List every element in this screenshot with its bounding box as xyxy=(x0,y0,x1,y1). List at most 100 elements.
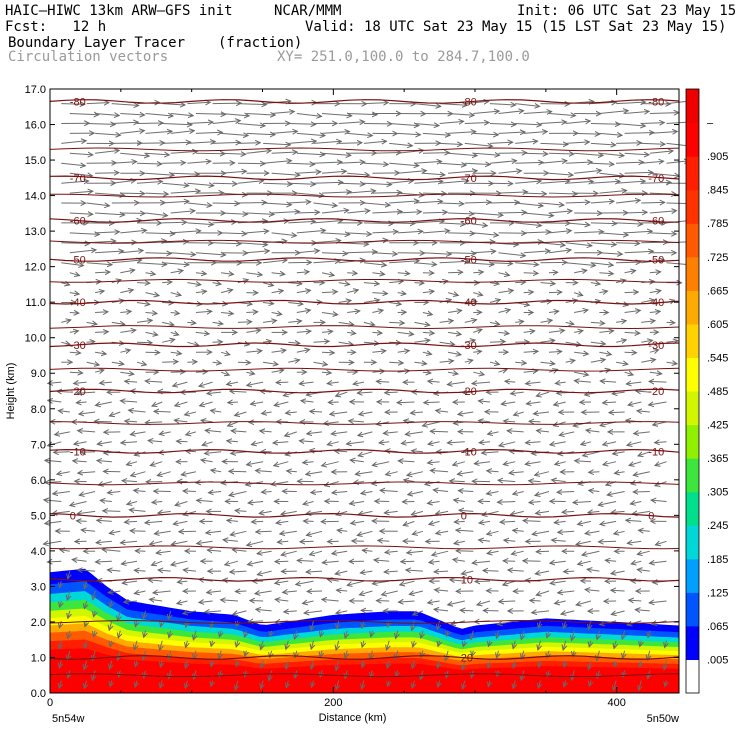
wind-vector xyxy=(321,233,350,235)
wind-vector xyxy=(370,650,372,660)
wind-vector xyxy=(170,231,201,233)
wind-vector xyxy=(96,541,112,543)
wind-vector xyxy=(296,230,326,233)
wind-vector xyxy=(257,570,272,575)
wind-vector xyxy=(407,471,424,476)
wind-vector xyxy=(379,442,390,443)
wind-vector xyxy=(561,611,575,614)
wind-vector xyxy=(94,630,96,637)
colorbar-label: .365 xyxy=(707,453,728,465)
wind-vector xyxy=(77,511,96,513)
wind-vector xyxy=(57,472,70,475)
wind-vector xyxy=(489,640,491,647)
wind-vector xyxy=(263,303,274,304)
wind-vector xyxy=(231,431,247,432)
wind-vector xyxy=(599,233,628,235)
wind-vector xyxy=(587,569,600,571)
wind-vector xyxy=(574,232,603,233)
wind-vector xyxy=(255,591,272,594)
wind-vector xyxy=(498,290,514,292)
wind-vector xyxy=(649,350,659,353)
wind-vector xyxy=(454,500,465,502)
wind-vector xyxy=(641,340,652,342)
wind-vector xyxy=(600,381,617,382)
wind-vector xyxy=(581,442,592,445)
wind-vector xyxy=(156,551,171,553)
wind-vector xyxy=(248,561,264,564)
wind-vector xyxy=(564,620,566,629)
wind-vector xyxy=(235,412,247,416)
wind-vector xyxy=(197,541,213,543)
wind-vector xyxy=(350,460,364,462)
wind-vector xyxy=(246,273,262,275)
wind-vector xyxy=(79,491,96,496)
wind-vector xyxy=(513,492,524,495)
wind-vector xyxy=(447,442,465,443)
colorbar-swatch xyxy=(686,491,699,526)
wind-vector xyxy=(125,421,138,422)
wind-vector xyxy=(489,300,500,303)
wind-vector xyxy=(95,232,119,233)
wind-vector xyxy=(135,620,137,627)
wind-vector xyxy=(256,471,272,472)
wind-vector xyxy=(439,361,454,362)
wind-vector xyxy=(119,670,121,677)
y-tick-label: 17.0 xyxy=(25,84,46,96)
wind-vector xyxy=(134,591,146,594)
wind-vector xyxy=(311,660,313,669)
wind-vector xyxy=(458,412,474,414)
wind-vector xyxy=(209,492,222,493)
wind-vector xyxy=(641,321,655,323)
wind-vector xyxy=(72,560,87,562)
wind-vector xyxy=(535,491,550,496)
wind-vector xyxy=(489,183,513,184)
wind-vector xyxy=(503,462,516,465)
wind-vector xyxy=(145,233,175,234)
wind-vector xyxy=(275,561,289,562)
wind-vector xyxy=(161,620,163,627)
wind-vector xyxy=(655,462,667,466)
wind-vector xyxy=(325,481,339,486)
wind-vector xyxy=(430,470,449,471)
wind-vector xyxy=(389,362,403,363)
wind-vector xyxy=(641,300,654,303)
wind-vector xyxy=(483,571,499,572)
wind-vector xyxy=(649,372,662,374)
wind-vector xyxy=(590,283,600,285)
wind-vector xyxy=(322,461,339,466)
wind-vector xyxy=(448,233,475,234)
wind-vector xyxy=(572,630,575,641)
colorbar-label: .665 xyxy=(707,285,728,297)
contour-label: -40 xyxy=(648,297,664,309)
wind-vector xyxy=(281,550,297,555)
wind-vector xyxy=(248,502,264,504)
wind-vector xyxy=(183,570,196,571)
overlay-name: Circulation vectors xyxy=(8,49,169,65)
wind-vector xyxy=(347,233,371,234)
wind-vector xyxy=(337,590,348,591)
y-tick-label: 9.0 xyxy=(31,368,46,380)
wind-vector xyxy=(286,680,288,688)
wind-vector xyxy=(225,561,239,565)
wind-vector xyxy=(503,580,516,585)
wind-vector xyxy=(263,362,278,364)
wind-vector xyxy=(276,521,289,523)
wind-vector xyxy=(624,231,653,233)
wind-vector xyxy=(499,441,516,446)
wind-vector xyxy=(274,402,289,406)
wind-vector xyxy=(487,531,499,534)
y-tick-label: 1.0 xyxy=(31,652,46,664)
wind-vector xyxy=(383,432,398,434)
wind-vector xyxy=(61,243,89,244)
wind-vector xyxy=(362,620,364,628)
wind-vector xyxy=(513,680,515,689)
wind-vector xyxy=(78,472,96,473)
wind-vector xyxy=(359,590,373,595)
wind-vector xyxy=(73,461,87,462)
wind-vector xyxy=(550,561,566,563)
wind-vector xyxy=(120,270,134,273)
contour-label: 10 xyxy=(461,574,473,586)
wind-vector xyxy=(185,680,187,689)
wind-vector xyxy=(640,660,642,668)
wind-vector xyxy=(432,550,449,555)
